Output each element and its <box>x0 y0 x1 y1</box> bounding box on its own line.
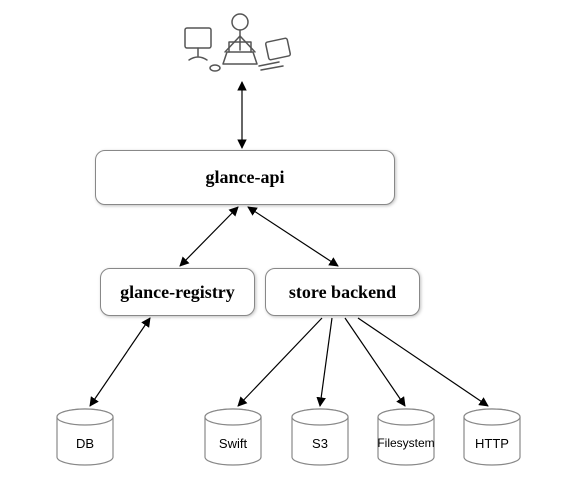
cylinder-filesystem: Filesystem <box>376 408 436 466</box>
node-glance-api: glance-api <box>95 150 395 205</box>
node-label: store backend <box>289 282 396 303</box>
edge-storebackend-s3 <box>320 318 332 406</box>
edge-storebackend-swift <box>238 318 322 406</box>
edge-storebackend-http <box>358 318 488 406</box>
node-label: glance-api <box>206 167 285 188</box>
cylinder-label: Filesystem <box>376 436 436 450</box>
edge-registry-db <box>90 318 150 406</box>
edge-glanceapi-registry <box>180 207 238 266</box>
cylinder-label: Swift <box>203 436 263 451</box>
cylinder-http: HTTP <box>462 408 522 466</box>
diagram-canvas: glance-api glance-registry store backend… <box>0 0 566 502</box>
node-store-backend: store backend <box>265 268 420 316</box>
edge-glanceapi-storebackend <box>248 207 338 266</box>
node-glance-registry: glance-registry <box>100 268 255 316</box>
node-label: glance-registry <box>120 282 235 303</box>
user-icon <box>175 10 305 80</box>
cylinder-label: HTTP <box>462 436 522 451</box>
cylinder-label: DB <box>55 436 115 451</box>
cylinder-s3: S3 <box>290 408 350 466</box>
cylinder-db: DB <box>55 408 115 466</box>
edge-storebackend-filesystem <box>345 318 405 406</box>
cylinder-swift: Swift <box>203 408 263 466</box>
cylinder-label: S3 <box>290 436 350 451</box>
